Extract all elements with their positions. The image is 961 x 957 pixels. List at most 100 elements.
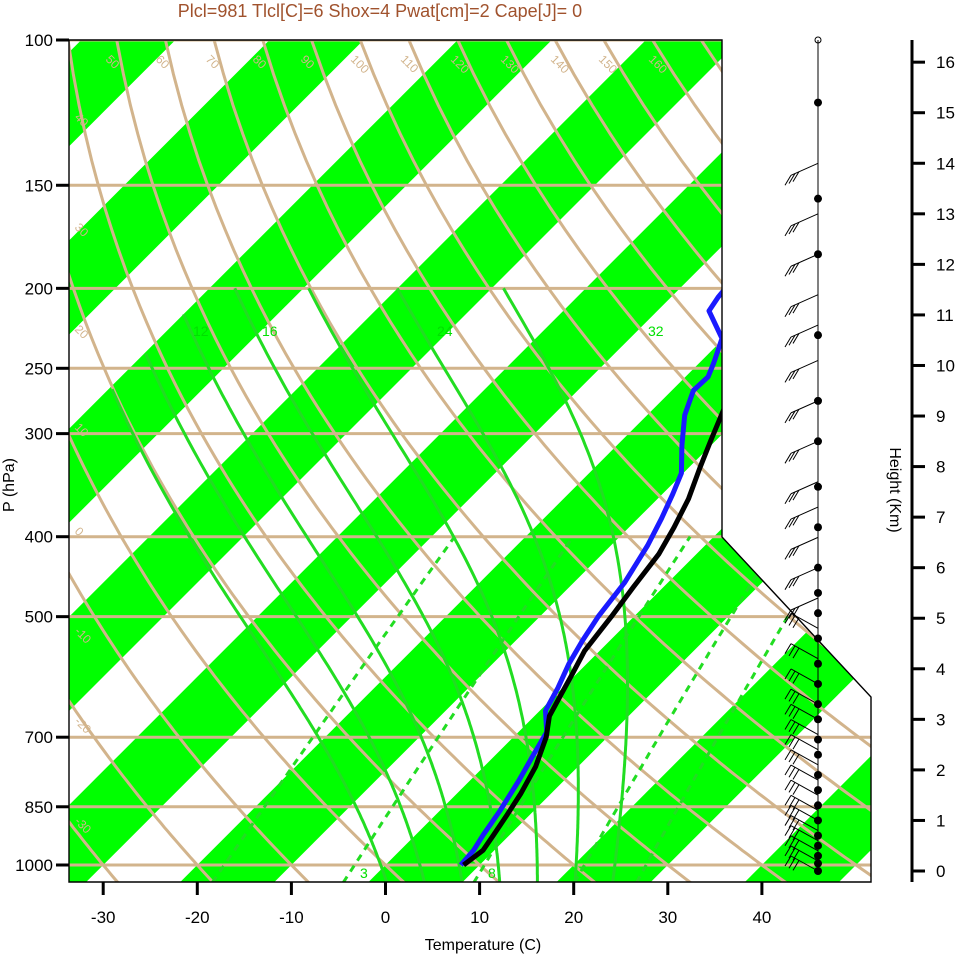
dry-adiabat-line (69, 40, 231, 882)
height-dot (814, 831, 822, 840)
dry-adiabat-line (0, 2, 36, 899)
height-tick-label: 12 (936, 255, 955, 274)
theta-label: 110 (398, 52, 422, 76)
dry-adiabat-line (69, 40, 424, 882)
mixing-ratio-line (472, 535, 692, 882)
height-tick-label: 13 (936, 205, 955, 224)
mixing-ratio-line (573, 535, 782, 882)
height-dot (814, 194, 822, 203)
x-tick-label: 10 (470, 908, 489, 927)
y-tick-label: 200 (25, 279, 53, 298)
height-tick-label: 14 (936, 154, 955, 173)
moist-adiabat-line (144, 353, 426, 882)
mixing-ratio-line (635, 535, 837, 882)
wind-barb (784, 779, 819, 796)
dry-adiabat-line (69, 40, 521, 882)
mixing-ratio-line (211, 535, 456, 882)
wind-barb (784, 825, 819, 842)
y-axis-label: P (hPa) (1, 458, 18, 512)
height-tick-label: 4 (936, 660, 945, 679)
wind-profile (784, 36, 822, 875)
x-tick-label: 40 (752, 908, 771, 927)
wind-barb (784, 253, 819, 277)
wind-barb (784, 734, 819, 751)
y-tick-label: 700 (25, 728, 53, 747)
wind-barb (784, 359, 819, 383)
temp-band-label: 10 (739, 536, 766, 563)
isotherm-band (69, 40, 402, 882)
height-tick-label: 7 (936, 508, 945, 527)
x-tick-label: -10 (279, 908, 304, 927)
theta-label: 100 (348, 52, 372, 76)
y-tick-label: 250 (25, 359, 53, 378)
wind-barb (784, 688, 819, 705)
y-axis: 100 150 200 250 300 400 500 700 850 1000 (15, 31, 69, 875)
theta-label: 140 (548, 52, 572, 76)
height-dot (814, 841, 822, 850)
wind-barb (784, 567, 819, 590)
wind-barb (784, 162, 819, 186)
x-tick-label: -20 (185, 908, 210, 927)
wind-barb (784, 400, 819, 424)
chart-title: Plcl=981 Tlcl[C]=6 Shox=4 Pwat[cm]=2 Cap… (178, 1, 582, 21)
height-tick-label: 5 (936, 609, 945, 628)
dry-adiabat-line (69, 40, 617, 882)
height-dot (814, 482, 822, 491)
height-dot (814, 770, 822, 779)
height-tick-label: 6 (936, 559, 945, 578)
height-dot (814, 331, 822, 340)
height-dot (814, 735, 822, 744)
wind-barb (784, 506, 819, 530)
x-tick-label: 30 (658, 908, 677, 927)
moist-adiabat-label: 12 (193, 323, 209, 339)
height-dot (814, 659, 822, 668)
height-dot (814, 786, 822, 795)
wind-barb (784, 794, 819, 811)
isotherm-band (69, 40, 871, 882)
moist-adiabat-line (395, 287, 580, 882)
mixing-ratio-lines (211, 535, 837, 882)
dry-adiabat-line (109, 40, 714, 882)
mixing-ratio-label: 8 (488, 865, 496, 881)
height-tick-label: 11 (936, 306, 954, 325)
height-dot (814, 588, 822, 597)
x-tick-label: 20 (564, 908, 583, 927)
moist-adiabat-label: 24 (437, 323, 453, 339)
moist-adiabat-line (182, 313, 464, 882)
wind-staff-top (814, 36, 822, 44)
plot-frame (68, 39, 872, 883)
wind-barb (784, 703, 819, 720)
isotherm-band (163, 40, 871, 882)
moist-adiabat-line (110, 388, 389, 882)
dry-adiabat-line (203, 40, 871, 882)
dry-adiabat-line (298, 40, 871, 882)
isotherm-band (69, 40, 778, 882)
y-tick-label: 850 (25, 798, 53, 817)
temp-band-label: 0 (717, 458, 737, 478)
wind-barb (784, 536, 819, 560)
height-tick-label: 15 (936, 104, 955, 123)
x-axis-label: Temperature (C) (425, 937, 541, 954)
moist-adiabat-label: 32 (648, 323, 664, 339)
wind-barb (784, 324, 819, 348)
mixing-ratio-line (342, 535, 575, 882)
height-dot (814, 250, 822, 259)
wind-barb (784, 749, 819, 766)
dry-adiabat-line (156, 40, 811, 882)
height-dot (814, 851, 822, 860)
wind-barb (784, 294, 819, 317)
y-tick-label: 300 (25, 425, 53, 444)
wind-barb (784, 440, 819, 464)
y-tick-label: 1000 (15, 856, 53, 875)
x-tick-label: -30 (91, 908, 116, 927)
wind-barb (784, 668, 819, 685)
height-tick-label: 1 (936, 811, 945, 830)
wind-barb (784, 719, 819, 735)
moist-adiabat-lines (110, 287, 629, 882)
y-tick-label: 150 (25, 176, 53, 195)
wind-barb (784, 213, 819, 237)
height-dot (814, 609, 822, 618)
wind-barb (784, 612, 819, 629)
wind-barb (784, 643, 819, 660)
